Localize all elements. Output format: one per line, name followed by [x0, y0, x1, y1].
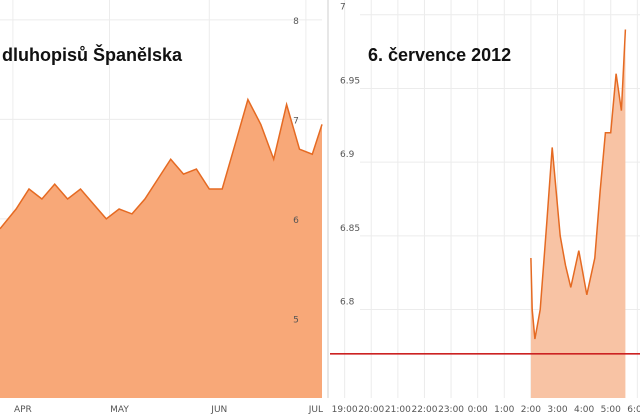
right-y-tick-label: 7	[340, 3, 346, 13]
left-y-tick-label: 6	[293, 216, 299, 226]
right-y-tick-label: 6.8	[340, 298, 355, 308]
left-y-tick-label: 7	[293, 116, 299, 126]
right-chart: 7 6.95 6.9 6.85 6.8 19:00 20:00 21:00 22:00 23:0…	[330, 0, 640, 415]
left-x-tick-label: JUL	[308, 405, 323, 415]
right-series-line	[530, 29, 627, 340]
right-x-tick-label: 22:00	[411, 405, 437, 415]
left-y-tick-label: 5	[293, 315, 299, 325]
left-area-fill	[0, 99, 322, 398]
right-area-fill	[530, 29, 626, 398]
left-y-tick-labels: 8 7 6 5	[293, 17, 299, 325]
right-x-tick-label: 4:00	[574, 405, 594, 415]
right-y-tick-label: 6.9	[340, 150, 355, 160]
right-x-tick-label: 6:00	[627, 405, 640, 415]
right-x-tick-label: 0:00	[468, 405, 488, 415]
right-x-tick-label: 2:00	[521, 405, 541, 415]
right-chart-title: 6. července 2012	[368, 45, 511, 65]
left-chart-title: dluhopisů Španělska	[2, 44, 183, 65]
right-x-tick-label: 23:00	[438, 405, 464, 415]
right-y-tick-label: 6.95	[340, 76, 360, 86]
right-y-tick-label: 6.85	[340, 224, 360, 234]
left-x-tick-label: MAY	[110, 405, 129, 415]
right-y-tick-labels: 7 6.95 6.9 6.85 6.8	[340, 3, 360, 308]
left-chart: 8 7 6 5 APR MAY JUN JUL dluhopisů Španělska	[0, 0, 323, 415]
right-x-tick-label: 3:00	[547, 405, 567, 415]
left-x-tick-label: JUN	[210, 405, 227, 415]
left-x-tick-labels: APR MAY JUN JUL	[14, 405, 323, 415]
right-x-tick-label: 19:00	[332, 405, 358, 415]
right-x-tick-labels: 19:00 20:00 21:00 22:00 23:00 0:00 1:00 2:00 3:0…	[332, 405, 640, 415]
left-y-tick-label: 8	[293, 17, 299, 27]
right-x-tick-label: 21:00	[385, 405, 411, 415]
left-series-line	[0, 97, 323, 230]
left-x-tick-label: APR	[14, 405, 32, 415]
right-x-tick-label: 20:00	[358, 405, 384, 415]
right-x-tick-label: 5:00	[601, 405, 621, 415]
right-x-tick-label: 1:00	[494, 405, 514, 415]
